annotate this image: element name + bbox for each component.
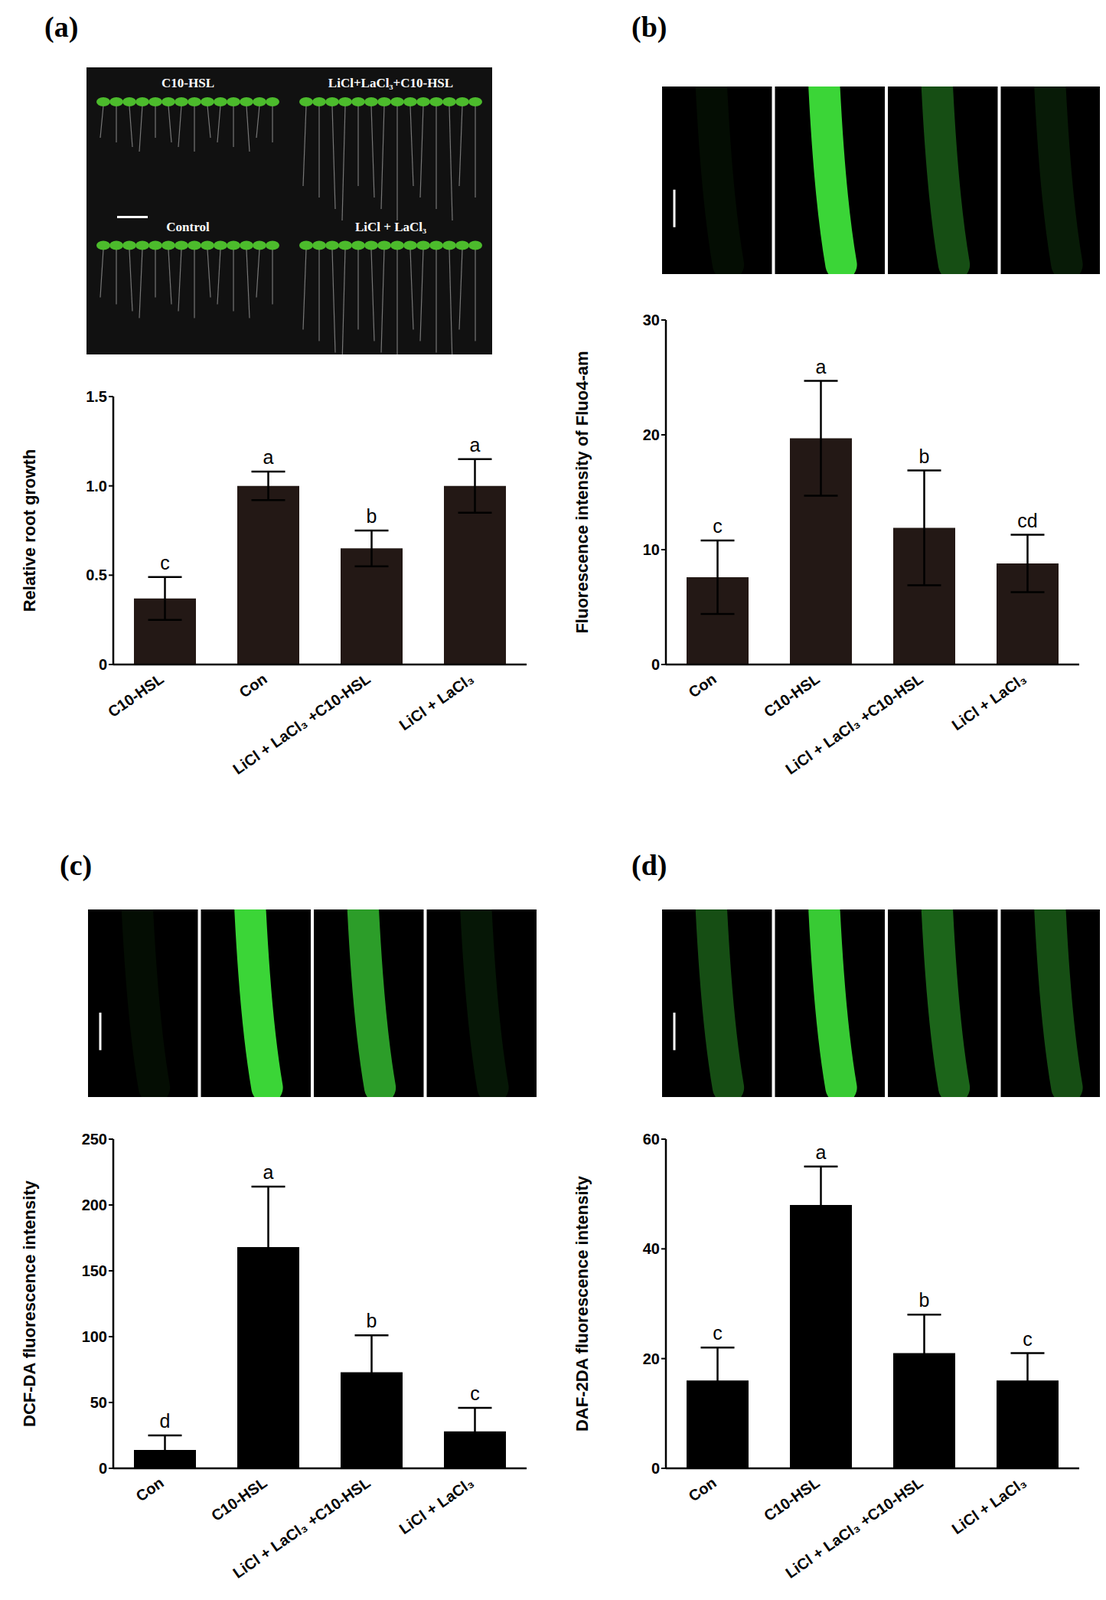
svg-text:1.5: 1.5	[85, 388, 108, 405]
svg-text:c: c	[1022, 1327, 1033, 1350]
svg-text:c: c	[712, 1321, 723, 1344]
svg-text:LiCl + LaCl₃: LiCl + LaCl₃	[355, 219, 427, 235]
svg-text:b: b	[919, 445, 930, 467]
svg-text:LiCl + LaCl₃: LiCl + LaCl₃	[948, 1473, 1029, 1537]
svg-text:30: 30	[642, 311, 660, 329]
svg-text:LiCl + LaCl₃: LiCl + LaCl₃	[948, 669, 1029, 734]
svg-text:a: a	[263, 446, 275, 468]
svg-text:0: 0	[98, 1459, 108, 1477]
svg-text:C10-HSL: C10-HSL	[104, 669, 167, 721]
svg-text:Relative root growth: Relative root growth	[19, 449, 40, 613]
svg-text:LiCl + LaCl₃ +C10-HSL: LiCl + LaCl₃ +C10-HSL	[782, 1473, 927, 1582]
svg-text:200: 200	[81, 1196, 108, 1214]
svg-text:LiCl+LaCl₃+C10-HSL: LiCl+LaCl₃+C10-HSL	[328, 75, 454, 91]
svg-text:250: 250	[81, 1130, 108, 1148]
svg-text:DAF-2DA fluorescence intensity: DAF-2DA fluorescence intensity	[572, 1174, 592, 1432]
svg-text:Control: Control	[166, 219, 210, 235]
svg-text:Con: Con	[132, 1473, 167, 1505]
svg-text:C10-HSL: C10-HSL	[161, 75, 215, 91]
svg-text:c: c	[469, 1382, 480, 1404]
svg-text:DCF-DA fluorescence intensity: DCF-DA fluorescence intensity	[19, 1179, 40, 1427]
html-text:(a): (a)	[44, 10, 79, 43]
svg-text:d: d	[159, 1409, 171, 1432]
svg-text:20: 20	[642, 1350, 660, 1368]
svg-text:LiCl + LaCl₃ +C10-HSL: LiCl + LaCl₃ +C10-HSL	[229, 1473, 374, 1582]
svg-text:Con: Con	[235, 669, 270, 701]
svg-text:150: 150	[81, 1262, 108, 1279]
svg-text:a: a	[815, 1141, 827, 1163]
svg-text:Fluorescence intensity of Fluo: Fluorescence intensity of Fluo4-am	[572, 350, 592, 633]
svg-text:20: 20	[642, 426, 660, 444]
svg-text:LiCl + LaCl₃ +C10-HSL: LiCl + LaCl₃ +C10-HSL	[782, 669, 927, 778]
svg-text:a: a	[263, 1161, 275, 1183]
svg-text:b: b	[919, 1288, 930, 1311]
svg-text:C10-HSL: C10-HSL	[760, 669, 823, 721]
svg-text:a: a	[469, 433, 481, 456]
svg-text:C10-HSL: C10-HSL	[208, 1473, 271, 1524]
svg-text:C10-HSL: C10-HSL	[760, 1473, 823, 1524]
svg-text:LiCl + LaCl₃ +C10-HSL: LiCl + LaCl₃ +C10-HSL	[229, 669, 374, 778]
html-text:(c): (c)	[59, 848, 93, 881]
svg-text:a: a	[815, 355, 827, 378]
svg-text:b: b	[366, 505, 378, 527]
svg-text:0.5: 0.5	[85, 566, 108, 584]
svg-text:10: 10	[642, 541, 660, 558]
svg-text:50: 50	[90, 1393, 108, 1411]
svg-text:cd: cd	[1017, 509, 1038, 532]
svg-text:LiCl + LaCl₃: LiCl + LaCl₃	[395, 669, 477, 734]
svg-text:Con: Con	[685, 669, 719, 701]
svg-text:c: c	[712, 515, 723, 537]
svg-text:60: 60	[642, 1130, 660, 1148]
html-text:(d): (d)	[631, 848, 668, 881]
svg-text:b: b	[366, 1309, 378, 1332]
svg-text:0: 0	[651, 1459, 660, 1477]
svg-text:40: 40	[642, 1239, 660, 1257]
html-text:(b): (b)	[631, 10, 668, 43]
svg-text:LiCl + LaCl₃: LiCl + LaCl₃	[395, 1473, 477, 1537]
svg-text:100: 100	[81, 1327, 108, 1345]
svg-text:0: 0	[651, 655, 660, 673]
svg-text:c: c	[159, 551, 170, 574]
svg-text:0: 0	[98, 655, 108, 673]
svg-text:Con: Con	[685, 1473, 719, 1505]
svg-text:1.0: 1.0	[85, 477, 108, 495]
